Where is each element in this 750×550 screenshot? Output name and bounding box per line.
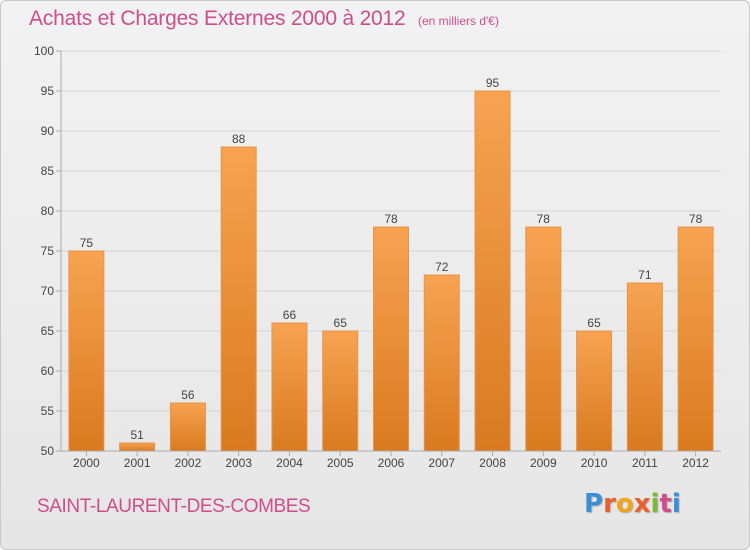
chart-title: Achats et Charges Externes 2000 à 2012 (29, 7, 406, 30)
y-tick-label: 65 (41, 324, 55, 338)
bar-value-label: 71 (638, 268, 652, 282)
x-tick-label: 2005 (327, 456, 354, 470)
y-tick-label: 50 (41, 444, 55, 458)
x-tick-label: 2007 (428, 456, 455, 470)
bar (220, 146, 257, 452)
commune-name: SAINT-LAURENT-DES-COMBES (37, 496, 311, 517)
y-tick-label: 95 (41, 84, 55, 98)
y-tick-label: 90 (41, 124, 55, 138)
bar (322, 330, 359, 452)
x-tick-label: 2006 (378, 456, 405, 470)
x-tick-label: 2004 (276, 456, 303, 470)
chart-subtitle: (en milliers d'€) (418, 14, 499, 28)
bar (423, 274, 460, 452)
x-tick-label: 2001 (124, 456, 151, 470)
bar (626, 282, 663, 452)
x-tick-label: 2011 (632, 456, 658, 470)
x-tick-label: 2009 (530, 456, 557, 470)
bar (474, 90, 511, 452)
y-tick-label: 100 (34, 44, 54, 58)
y-tick-label: 80 (41, 204, 55, 218)
bar-value-label: 75 (80, 236, 94, 250)
y-tick-label: 70 (41, 284, 55, 298)
y-tick-label: 60 (41, 364, 55, 378)
bar-value-label: 88 (232, 132, 246, 146)
data-labels: 75 51 56 88 66 65 78 72 95 78 65 71 78 (80, 76, 703, 442)
bar-value-label: 66 (283, 308, 297, 322)
bar-value-label: 78 (384, 212, 398, 226)
x-tick-label: 2010 (581, 456, 608, 470)
bar-value-label: 65 (587, 316, 601, 330)
bar (271, 322, 308, 452)
bar-value-label: 78 (537, 212, 551, 226)
bar (373, 226, 409, 452)
bar (576, 330, 613, 452)
x-tick-label: 2002 (175, 456, 202, 470)
bar (169, 402, 206, 452)
x-tick-label: 2008 (479, 456, 506, 470)
bar (119, 442, 156, 452)
y-tick-label: 75 (41, 244, 55, 258)
proxiti-logo: Proxiti (584, 489, 681, 519)
x-tick-label: 2003 (225, 456, 252, 470)
bar-value-label: 78 (689, 212, 703, 226)
y-tick-label: 85 (41, 164, 55, 178)
bar (68, 250, 105, 452)
bar-value-label: 51 (130, 428, 144, 442)
bar-value-label: 95 (486, 76, 500, 90)
bar-value-label: 72 (435, 260, 449, 274)
bar-value-label: 65 (334, 316, 348, 330)
bar-value-label: 56 (181, 388, 195, 402)
axes: 50 55 60 65 70 75 80 85 90 95 100 2000 2001 2002 2003 2… (34, 44, 721, 470)
bar (525, 226, 562, 452)
x-tick-label: 2000 (73, 456, 100, 470)
bars (68, 90, 714, 452)
bar (677, 226, 714, 452)
x-tick-label: 2012 (682, 456, 709, 470)
y-tick-label: 55 (41, 404, 55, 418)
